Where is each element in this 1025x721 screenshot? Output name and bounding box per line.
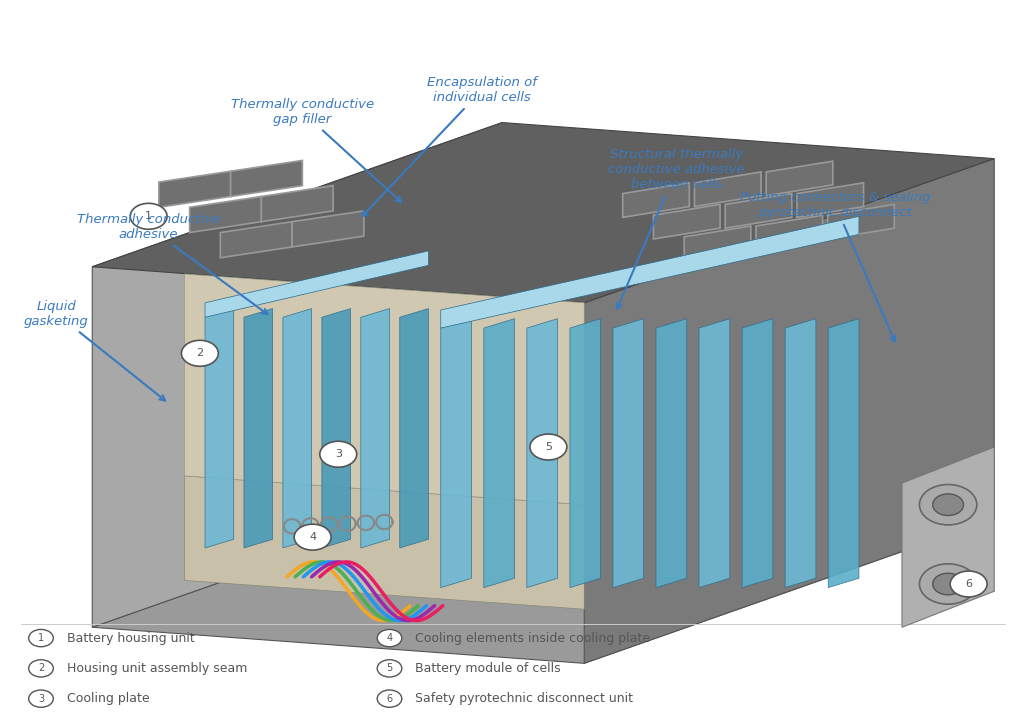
Text: Thermally conductive
gap filler: Thermally conductive gap filler bbox=[231, 98, 401, 202]
Polygon shape bbox=[726, 194, 791, 228]
Text: Cooling plate: Cooling plate bbox=[67, 692, 150, 705]
Polygon shape bbox=[756, 215, 822, 249]
Circle shape bbox=[377, 629, 402, 647]
Polygon shape bbox=[699, 319, 730, 588]
Text: Liquid
gasketing: Liquid gasketing bbox=[24, 300, 165, 401]
Text: 2: 2 bbox=[38, 663, 44, 673]
Polygon shape bbox=[400, 309, 428, 548]
Circle shape bbox=[919, 564, 977, 604]
Polygon shape bbox=[244, 309, 273, 548]
Polygon shape bbox=[570, 319, 601, 588]
Polygon shape bbox=[623, 182, 689, 218]
Polygon shape bbox=[441, 216, 859, 328]
Text: 5: 5 bbox=[545, 442, 551, 452]
Circle shape bbox=[377, 660, 402, 677]
Circle shape bbox=[29, 660, 53, 677]
Polygon shape bbox=[584, 159, 994, 663]
Text: 1: 1 bbox=[38, 633, 44, 643]
Circle shape bbox=[933, 494, 963, 516]
Text: 6: 6 bbox=[386, 694, 393, 704]
Polygon shape bbox=[767, 162, 832, 195]
Polygon shape bbox=[656, 319, 687, 588]
Polygon shape bbox=[441, 319, 472, 588]
Circle shape bbox=[377, 690, 402, 707]
Polygon shape bbox=[92, 123, 502, 627]
Text: Structural thermally
conductive adhesive
between cells: Structural thermally conductive adhesive… bbox=[608, 148, 745, 309]
Polygon shape bbox=[92, 483, 994, 663]
Polygon shape bbox=[785, 319, 816, 588]
Circle shape bbox=[181, 340, 218, 366]
Text: 2: 2 bbox=[197, 348, 203, 358]
Text: Battery module of cells: Battery module of cells bbox=[415, 662, 561, 675]
Polygon shape bbox=[322, 309, 351, 548]
Text: 6: 6 bbox=[966, 579, 972, 589]
Polygon shape bbox=[205, 251, 428, 317]
Text: 4: 4 bbox=[310, 532, 316, 542]
Circle shape bbox=[29, 629, 53, 647]
Circle shape bbox=[933, 573, 963, 595]
Polygon shape bbox=[613, 319, 644, 588]
Polygon shape bbox=[695, 172, 761, 206]
Polygon shape bbox=[184, 274, 584, 505]
Polygon shape bbox=[742, 319, 773, 588]
Polygon shape bbox=[828, 319, 859, 588]
Polygon shape bbox=[484, 319, 515, 588]
Polygon shape bbox=[797, 182, 863, 218]
Polygon shape bbox=[184, 476, 584, 609]
Polygon shape bbox=[159, 172, 231, 208]
Text: Battery housing unit: Battery housing unit bbox=[67, 632, 195, 645]
Text: Safety pyrotechnic disconnect unit: Safety pyrotechnic disconnect unit bbox=[415, 692, 633, 705]
Polygon shape bbox=[361, 309, 390, 548]
Text: Cooling elements inside cooling plate: Cooling elements inside cooling plate bbox=[415, 632, 650, 645]
Polygon shape bbox=[828, 205, 894, 239]
Polygon shape bbox=[220, 222, 292, 257]
Text: 4: 4 bbox=[386, 633, 393, 643]
Polygon shape bbox=[527, 319, 558, 588]
Polygon shape bbox=[205, 309, 234, 548]
Polygon shape bbox=[231, 161, 302, 196]
Polygon shape bbox=[283, 309, 312, 548]
Text: Housing unit assembly seam: Housing unit assembly seam bbox=[67, 662, 247, 675]
Text: Encapsulation of
individual cells: Encapsulation of individual cells bbox=[362, 76, 537, 216]
Text: 3: 3 bbox=[38, 694, 44, 704]
Text: Thermally conductive
adhesive: Thermally conductive adhesive bbox=[77, 213, 268, 314]
Polygon shape bbox=[292, 211, 364, 247]
Circle shape bbox=[130, 203, 167, 229]
Text: 3: 3 bbox=[335, 449, 341, 459]
Polygon shape bbox=[685, 226, 750, 260]
Polygon shape bbox=[261, 186, 333, 222]
Text: Potting connectors & sealing
pyrotechnic disconnect: Potting connectors & sealing pyrotechnic… bbox=[740, 192, 931, 342]
Circle shape bbox=[950, 571, 987, 597]
Text: 5: 5 bbox=[386, 663, 393, 673]
Circle shape bbox=[294, 524, 331, 550]
Circle shape bbox=[530, 434, 567, 460]
Circle shape bbox=[320, 441, 357, 467]
Circle shape bbox=[919, 485, 977, 525]
Polygon shape bbox=[654, 205, 720, 239]
Polygon shape bbox=[902, 447, 994, 627]
Polygon shape bbox=[190, 197, 261, 232]
Polygon shape bbox=[92, 123, 994, 303]
Text: 1: 1 bbox=[146, 211, 152, 221]
Circle shape bbox=[29, 690, 53, 707]
